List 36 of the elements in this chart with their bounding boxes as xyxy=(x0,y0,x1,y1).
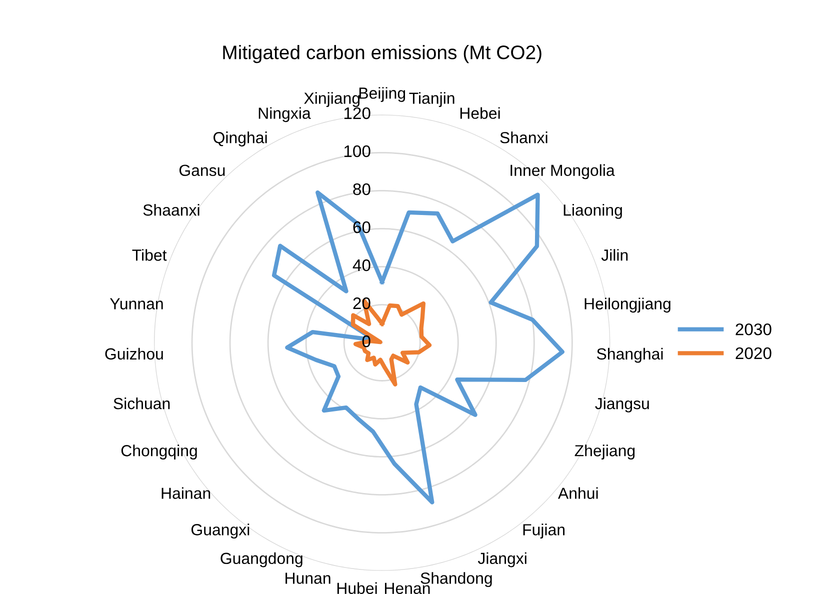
spoke-label: Shaanxi xyxy=(143,204,200,216)
spoke-label: Tianjin xyxy=(409,92,454,108)
spoke-label: Shanxi xyxy=(500,132,548,144)
spoke-label: Hubei xyxy=(337,582,377,594)
y-tick-label: 120 xyxy=(344,107,370,120)
spoke-label: Heilongjiang xyxy=(584,298,670,313)
spoke-label: Tibet xyxy=(132,249,167,261)
spoke-label: Yunnan xyxy=(110,298,163,310)
y-tick-label: 40 xyxy=(352,259,370,272)
spoke-label: Shanghai xyxy=(596,348,663,363)
spoke-label: Gansu xyxy=(179,164,225,176)
spoke-label: Anhui xyxy=(558,487,598,499)
spoke-label: Beijing xyxy=(359,87,406,102)
spoke-label: Ningxia xyxy=(258,107,311,122)
spoke-label: Sichuan xyxy=(114,398,170,410)
spoke-label: Hebei xyxy=(460,107,500,119)
spoke-label: Fujian xyxy=(523,524,564,539)
spoke-label: Liaoning xyxy=(564,204,622,219)
legend-label: 2020 xyxy=(736,347,772,360)
spoke-label: Zhejiang xyxy=(574,444,635,460)
spoke-label: Hainan xyxy=(162,487,210,499)
chart-title: Mitigated carbon emissions (Mt CO2) xyxy=(223,45,542,64)
spoke-label: Guizhou xyxy=(105,348,163,360)
spoke-label: Xinjiang xyxy=(304,92,360,108)
spoke-label: Qinghai xyxy=(214,132,267,146)
spoke-label: Guangdong xyxy=(220,552,302,568)
spoke-label: Hunan xyxy=(286,572,330,584)
y-tick-label: 80 xyxy=(353,183,370,196)
y-tick-label: 100 xyxy=(344,145,370,158)
spoke-label: Chongqing xyxy=(121,444,197,460)
spoke-label: Jiangsu xyxy=(595,398,649,412)
spoke-label: Inner Mongolia xyxy=(510,164,615,180)
spoke-label: Jilin xyxy=(601,249,628,261)
spoke-label: Jiangxi xyxy=(478,552,526,568)
legend-label: 2030 xyxy=(736,323,772,336)
spoke-label: Guangxi xyxy=(191,524,250,539)
